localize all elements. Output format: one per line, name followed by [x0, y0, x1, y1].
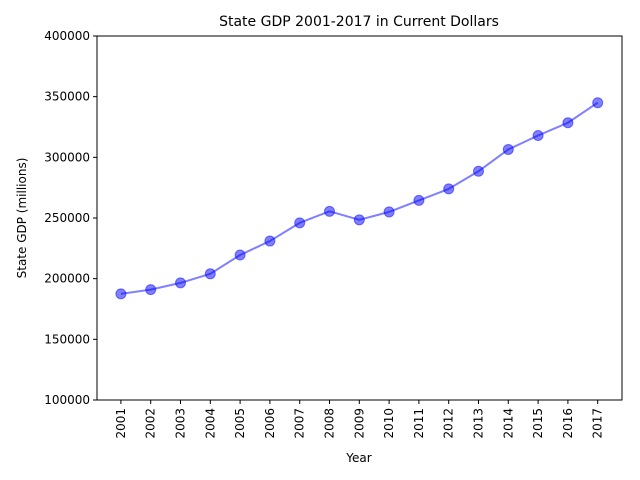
x-axis-label: Year [345, 451, 371, 465]
x-tick-label: 2014 [501, 408, 515, 439]
y-axis-label: State GDP (millions) [15, 158, 29, 279]
plot-area [115, 97, 604, 300]
data-point [115, 288, 127, 300]
data-point [532, 129, 544, 141]
data-point [592, 97, 604, 109]
x-tick-label: 2003 [174, 408, 188, 439]
x-tick-label: 2007 [293, 408, 307, 439]
x-tick-label: 2017 [591, 408, 605, 439]
data-point [473, 165, 484, 177]
x-tick-label: 2010 [382, 408, 396, 439]
x-tick-label: 2001 [114, 408, 128, 439]
x-tick-label: 2006 [263, 408, 277, 439]
data-point [324, 205, 335, 217]
y-axis: 100000 150000 200000 250000 300000 350000 4000… [44, 29, 97, 407]
y-tick-label: 400000 [44, 29, 90, 43]
data-point [413, 194, 425, 206]
y-tick-label: 100000 [44, 393, 90, 407]
y-tick-label: 300000 [44, 150, 90, 164]
data-point [204, 268, 216, 280]
y-tick-label: 150000 [44, 332, 90, 346]
x-tick-label: 2015 [531, 408, 545, 439]
data-point [353, 214, 365, 226]
y-tick-label: 200000 [44, 272, 90, 286]
y-tick-label: 250000 [44, 211, 90, 225]
x-tick-label: 2004 [203, 408, 217, 439]
x-tick-label: 2011 [412, 408, 426, 439]
chart-title: State GDP 2001-2017 in Current Dollars [219, 14, 499, 30]
x-tick-label: 2012 [442, 408, 456, 439]
x-tick-label: 2002 [144, 408, 158, 439]
x-tick-label: 2009 [352, 408, 366, 439]
data-point [383, 206, 395, 218]
y-tick-label: 350000 [44, 90, 90, 104]
x-tick-label: 2008 [323, 408, 337, 439]
data-point [264, 235, 276, 247]
x-axis: 2001 2002 2003 2004 2005 2006 2007 2008 2009 2010… [114, 400, 605, 439]
data-point [502, 143, 514, 155]
x-tick-label: 2005 [233, 408, 247, 439]
x-tick-label: 2013 [472, 408, 486, 439]
data-point [443, 183, 455, 195]
data-point [562, 117, 574, 129]
data-point [175, 277, 186, 289]
data-point [145, 284, 157, 296]
x-tick-label: 2016 [561, 408, 575, 439]
data-point [294, 217, 306, 229]
data-point [234, 249, 246, 261]
